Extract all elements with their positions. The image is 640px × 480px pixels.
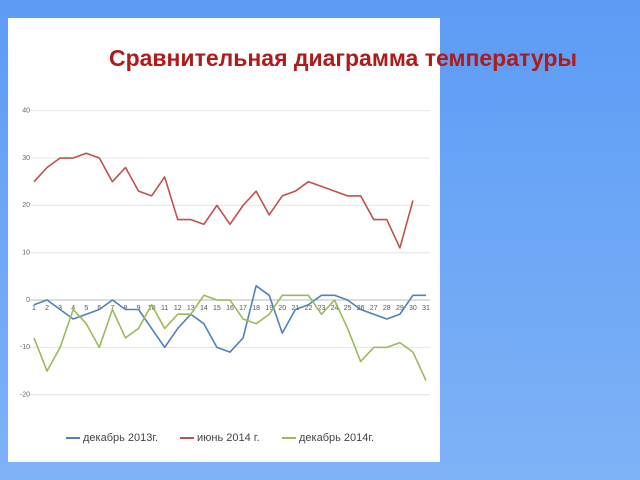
- y-tick-label: 30: [22, 155, 30, 162]
- legend-label: июнь 2014 г.: [197, 432, 260, 444]
- x-tick-label: 28: [383, 305, 391, 312]
- x-tick-label: 25: [344, 305, 352, 312]
- x-tick-label: 3: [58, 305, 62, 312]
- legend-label: декабрь 2013г.: [83, 432, 158, 444]
- chart-title: Сравнительная диаграмма температуры: [109, 45, 577, 71]
- x-tick-label: 27: [370, 305, 378, 312]
- x-tick-label: 13: [187, 305, 195, 312]
- x-tick-label: 1: [32, 305, 36, 312]
- x-tick-label: 23: [318, 305, 326, 312]
- x-tick-label: 19: [265, 305, 273, 312]
- y-tick-label: 0: [26, 297, 30, 304]
- x-tick-label: 26: [357, 305, 365, 312]
- x-tick-label: 18: [252, 305, 260, 312]
- x-tick-label: 9: [137, 305, 141, 312]
- x-tick-label: 15: [213, 305, 221, 312]
- x-tick-label: 11: [161, 305, 168, 312]
- x-tick-label: 16: [226, 305, 234, 312]
- x-tick-label: 21: [291, 305, 299, 312]
- x-tick-label: 5: [84, 305, 88, 312]
- y-tick-label: -20: [20, 392, 30, 399]
- x-tick-label: 29: [396, 305, 404, 312]
- x-tick-label: 12: [174, 305, 182, 312]
- y-tick-label: -10: [20, 344, 30, 351]
- x-tick-label: 24: [331, 305, 339, 312]
- series-line: [33, 152, 414, 249]
- x-tick-label: 31: [422, 305, 430, 312]
- x-tick-label: 4: [71, 305, 75, 312]
- x-tick-label: 8: [124, 305, 128, 312]
- x-tick-label: 17: [239, 305, 247, 312]
- legend-label: декабрь 2014г.: [299, 432, 374, 444]
- x-tick-label: 20: [278, 305, 286, 312]
- y-tick-label: 10: [22, 250, 30, 257]
- x-tick-label: 7: [110, 305, 114, 312]
- x-tick-label: 2: [45, 305, 49, 312]
- x-tick-label: 22: [305, 305, 313, 312]
- series-line: [33, 294, 427, 381]
- x-tick-label: 14: [200, 305, 208, 312]
- y-tick-label: 40: [22, 108, 30, 115]
- series-line: [33, 285, 426, 353]
- x-tick-label: 6: [97, 305, 101, 312]
- x-tick-label: 10: [148, 305, 156, 312]
- y-tick-label: 20: [22, 202, 30, 209]
- x-tick-label: 30: [409, 305, 417, 312]
- chart-area: [8, 18, 440, 462]
